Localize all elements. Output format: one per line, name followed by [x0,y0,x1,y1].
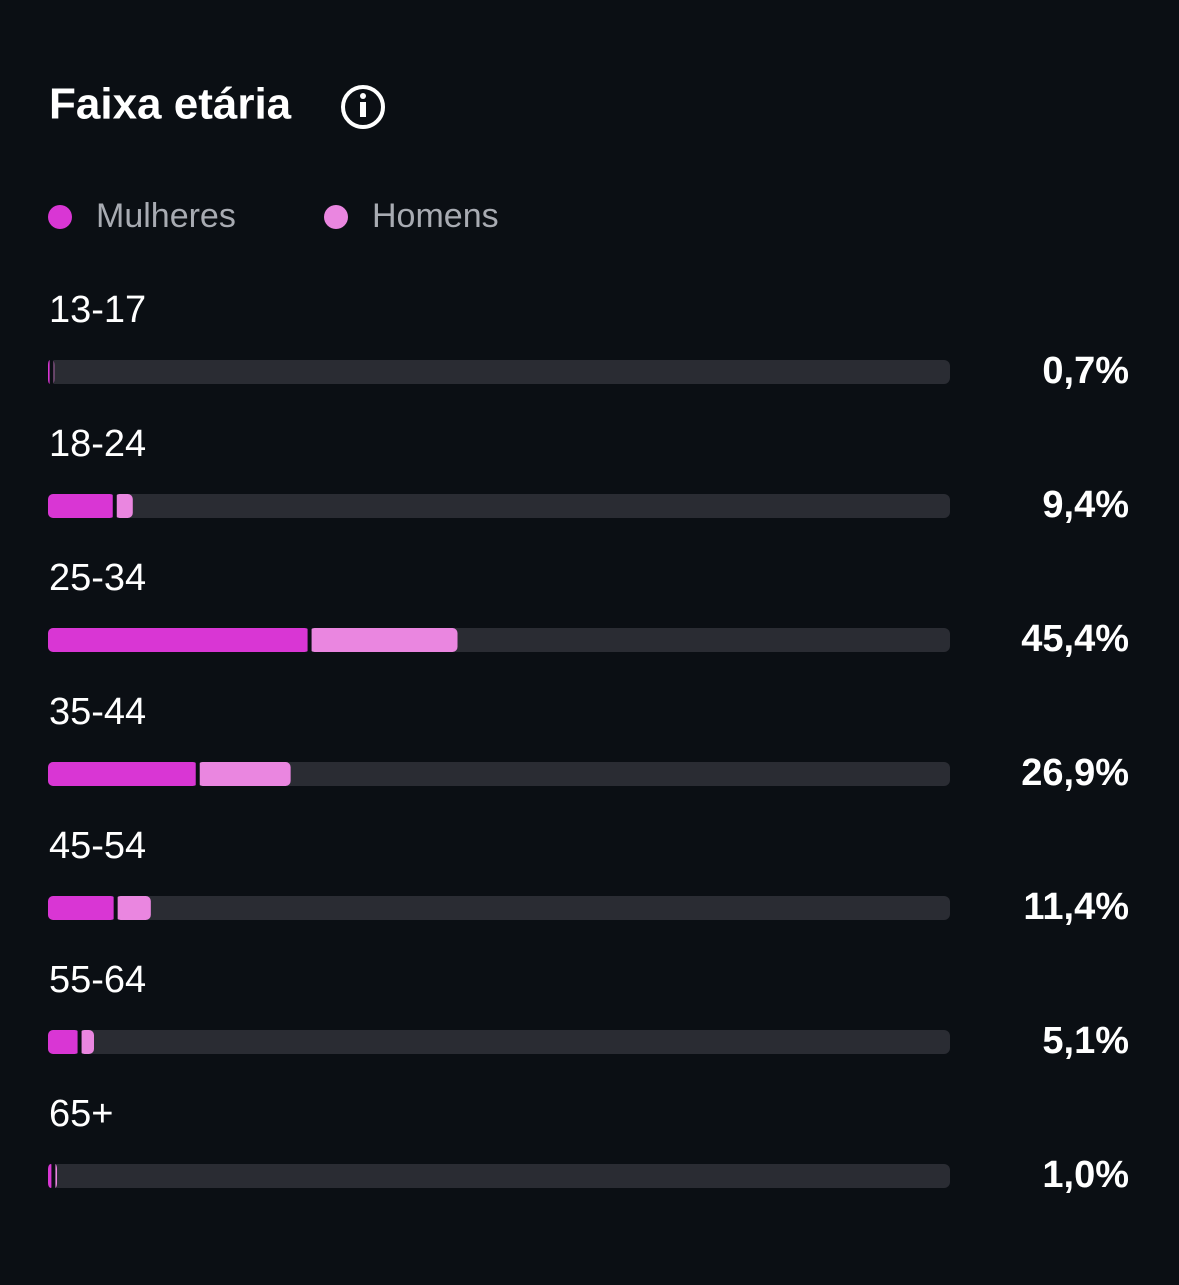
legend-marker [48,205,72,229]
bar-segment [309,628,458,652]
total-label: 9,4% [1042,484,1129,526]
bar-segment [79,1030,95,1054]
total-label: 1,0% [1042,1154,1129,1196]
category-label: 18-24 [49,423,146,465]
legend-label: Mulheres [96,197,236,235]
category-label: 25-34 [49,557,146,599]
segment-separator [51,1164,56,1188]
bar-segment [48,628,310,652]
category-label: 55-64 [49,959,146,1001]
total-label: 0,7% [1042,350,1129,392]
bar-track [48,1030,950,1054]
bar-segment [48,762,198,786]
bar-segment [114,494,133,518]
category-label: 13-17 [49,289,146,331]
bar-track [48,494,950,518]
legend-label: Homens [372,197,499,235]
total-label: 45,4% [1021,618,1129,660]
bar-segment [48,494,115,518]
segment-separator [195,762,200,786]
segment-separator [49,360,54,384]
category-label: 35-44 [49,691,146,733]
segment-separator [307,628,312,652]
total-label: 26,9% [1021,752,1129,794]
total-label: 11,4% [1023,886,1129,928]
segment-separator [77,1030,82,1054]
segment-separator [112,494,117,518]
bar-segment [48,896,116,920]
bar-segment [115,896,151,920]
category-label: 45-54 [49,825,146,867]
total-label: 5,1% [1042,1020,1129,1062]
bar-segment [48,1030,80,1054]
chart-title: Faixa etária [49,80,292,129]
category-label: 65+ [49,1093,113,1135]
bar-segment [197,762,291,786]
legend-marker [324,205,348,229]
segment-separator [113,896,118,920]
bar-track [48,360,950,384]
bar-track [48,1164,950,1188]
bar-track [48,896,950,920]
info-icon[interactable] [341,85,385,129]
